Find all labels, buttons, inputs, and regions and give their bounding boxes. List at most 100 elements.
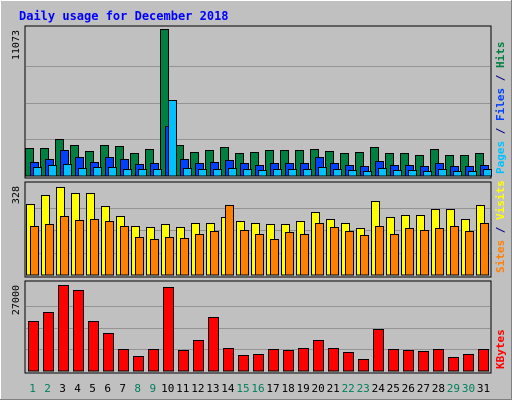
x-tick-label-22: 22	[342, 382, 355, 395]
bar-kbytes-2	[43, 312, 54, 372]
bar-pages-9	[153, 169, 162, 177]
bar-sites-17	[270, 239, 279, 276]
bar-sites-25	[390, 234, 399, 276]
bar-pages-26	[408, 170, 417, 177]
legend--text: /	[494, 121, 507, 141]
x-tick-label-4: 4	[74, 382, 81, 395]
x-tick-label-2: 2	[44, 382, 51, 395]
x-tick-label-21: 21	[327, 382, 340, 395]
bar-pages-24	[378, 168, 387, 177]
bar-kbytes-5	[88, 321, 99, 372]
x-tick-label-17: 17	[266, 382, 279, 395]
x-tick-label-19: 19	[296, 382, 309, 395]
bar-sites-12	[195, 234, 204, 276]
bar-sites-29	[450, 226, 459, 276]
x-tick-label-29: 29	[447, 382, 460, 395]
bar-pages-12	[198, 169, 207, 177]
bar-sites-22	[345, 231, 354, 276]
bar-pages-19	[303, 169, 312, 177]
x-tick-label-31: 31	[477, 382, 490, 395]
bar-pages-25	[393, 170, 402, 177]
bar-pages-29	[453, 171, 462, 177]
bar-kbytes-25	[388, 349, 399, 372]
legend-hits-text: Hits	[494, 42, 507, 69]
x-tick-label-15: 15	[236, 382, 249, 395]
bar-kbytes-6	[103, 333, 114, 372]
bar-kbytes-24	[373, 329, 384, 372]
bar-pages-23	[363, 171, 372, 177]
bar-kbytes-1	[28, 321, 39, 372]
bar-pages-14	[228, 168, 237, 177]
bar-kbytes-4	[73, 290, 84, 372]
x-tick-label-7: 7	[119, 382, 126, 395]
bar-pages-17	[273, 169, 282, 177]
legend-visits-text: Visits	[494, 180, 507, 220]
bar-hits-25	[385, 153, 394, 177]
bar-hits-29	[445, 155, 454, 177]
bar-sites-1	[30, 226, 39, 276]
bar-pages-27	[423, 171, 432, 177]
y-max-label: 11073	[11, 30, 22, 60]
panel-visits-sites: 328 Sites / Visits	[11, 180, 507, 278]
bar-sites-3	[60, 216, 69, 276]
bar-pages-2	[48, 165, 57, 177]
x-tick-label-24: 24	[372, 382, 386, 395]
bar-sites-14	[225, 205, 234, 276]
bar-sites-10	[165, 237, 174, 276]
bar-sites-26	[405, 228, 414, 276]
bar-sites-31	[480, 223, 489, 276]
x-tick-label-12: 12	[191, 382, 204, 395]
bar-kbytes-30	[463, 354, 474, 372]
x-tick-label-13: 13	[206, 382, 219, 395]
bar-sites-4	[75, 220, 84, 276]
bar-pages-11	[183, 168, 192, 177]
bar-kbytes-13	[208, 317, 219, 372]
x-tick-label-5: 5	[89, 382, 96, 395]
bar-kbytes-7	[118, 349, 129, 372]
bar-pages-8	[138, 169, 147, 177]
bar-sites-15	[240, 230, 249, 276]
bar-pages-20	[318, 167, 327, 177]
bar-sites-24	[375, 226, 384, 276]
bar-sites-11	[180, 238, 189, 276]
bar-kbytes-28	[433, 349, 444, 372]
bar-pages-15	[243, 169, 252, 177]
x-tick-label-16: 16	[251, 382, 264, 395]
y-max-label: 328	[11, 186, 22, 204]
bar-kbytes-9	[148, 349, 159, 372]
bar-sites-8	[135, 237, 144, 276]
bar-sites-7	[120, 226, 129, 276]
bar-kbytes-26	[403, 350, 414, 372]
bar-sites-13	[210, 231, 219, 276]
bar-pages-28	[438, 169, 447, 177]
bar-pages-6	[108, 167, 117, 177]
series-legend-label: Pages / Files / Hits	[494, 42, 507, 175]
bar-hits-9	[145, 149, 154, 177]
bar-kbytes-12	[193, 340, 204, 372]
bar-sites-23	[360, 235, 369, 276]
legend--text: /	[494, 220, 507, 240]
bar-pages-4	[78, 168, 87, 177]
bar-sites-28	[435, 228, 444, 276]
legend-kbytes-text: KBytes	[494, 329, 507, 369]
bar-kbytes-16	[253, 354, 264, 372]
x-tick-label-6: 6	[104, 382, 111, 395]
bar-pages-22	[348, 170, 357, 177]
y-max-label: 27000	[11, 285, 22, 315]
bar-hits-27	[415, 155, 424, 177]
bar-kbytes-27	[418, 351, 429, 372]
bar-kbytes-18	[283, 350, 294, 372]
chart-title: Daily usage for December 2018	[19, 9, 229, 23]
bar-sites-27	[420, 230, 429, 276]
x-tick-label-8: 8	[134, 382, 141, 395]
legend-pages-text: Pages	[494, 141, 507, 174]
bar-sites-30	[465, 231, 474, 276]
bar-pages-18	[288, 169, 297, 177]
bar-kbytes-10	[163, 287, 174, 372]
bar-pages-5	[93, 167, 102, 177]
bar-sites-16	[255, 234, 264, 276]
legend-sites-text: Sites	[494, 240, 507, 273]
x-tick-label-9: 9	[149, 382, 156, 395]
x-tick-label-27: 27	[417, 382, 430, 395]
